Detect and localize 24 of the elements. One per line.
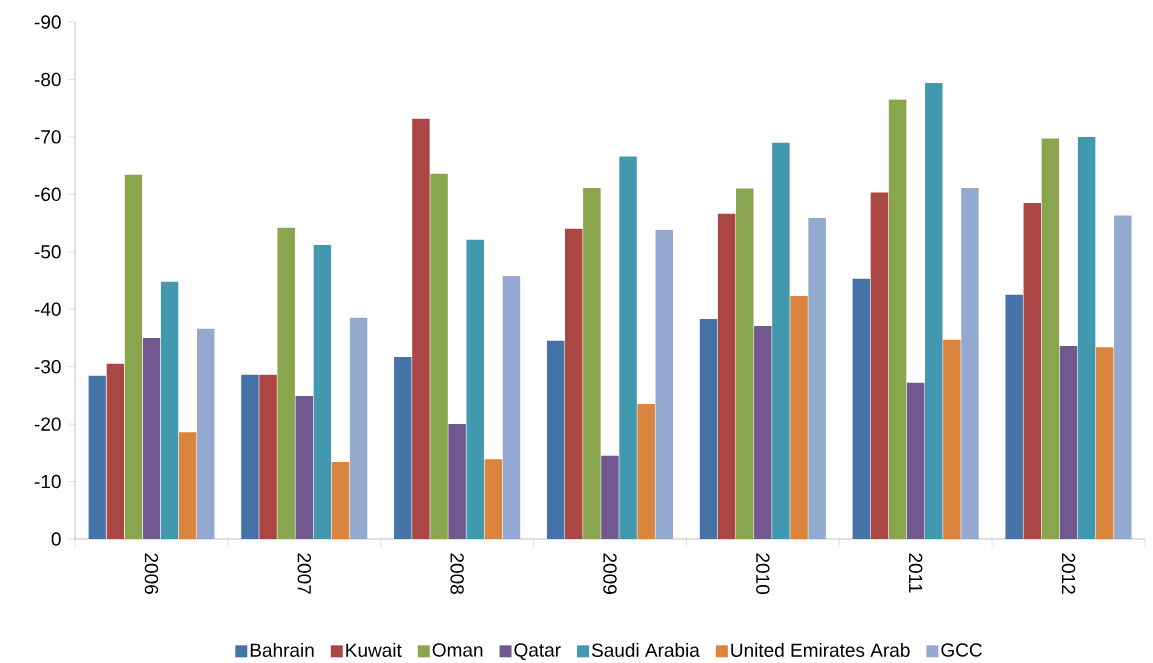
x-tick-label: 2007: [297, 553, 312, 594]
legend-label: United Emirates Arab: [731, 643, 910, 657]
x-tick-label: 2011: [908, 553, 923, 593]
legend-label: Kuwait: [346, 643, 402, 657]
y-tick-label: 0: [51, 532, 61, 546]
legend-label: Bahrain: [250, 643, 314, 657]
y-tick-label: -70: [34, 130, 61, 144]
x-tick-label: 2006: [144, 553, 159, 594]
y-tick-label: -90: [34, 15, 61, 29]
x-tick-label: 2009: [603, 553, 617, 594]
legend-label: Oman: [432, 643, 483, 657]
legend-label: GCC: [941, 643, 982, 657]
y-tick-label: -50: [34, 245, 61, 259]
y-tick-label: -30: [34, 359, 61, 374]
x-tick-label: 2010: [756, 553, 770, 595]
x-tick-label: 2008: [450, 553, 464, 594]
legend-label: Saudi Arabia: [591, 643, 700, 657]
y-tick-label: -60: [34, 187, 61, 202]
y-tick-label: -80: [34, 72, 61, 87]
legend-label: Qatar: [514, 643, 561, 661]
y-tick-label: -40: [34, 302, 61, 316]
x-tick-label: 2012: [1061, 553, 1076, 594]
y-tick-label: -10: [34, 474, 61, 489]
y-tick-label: -20: [34, 417, 61, 431]
